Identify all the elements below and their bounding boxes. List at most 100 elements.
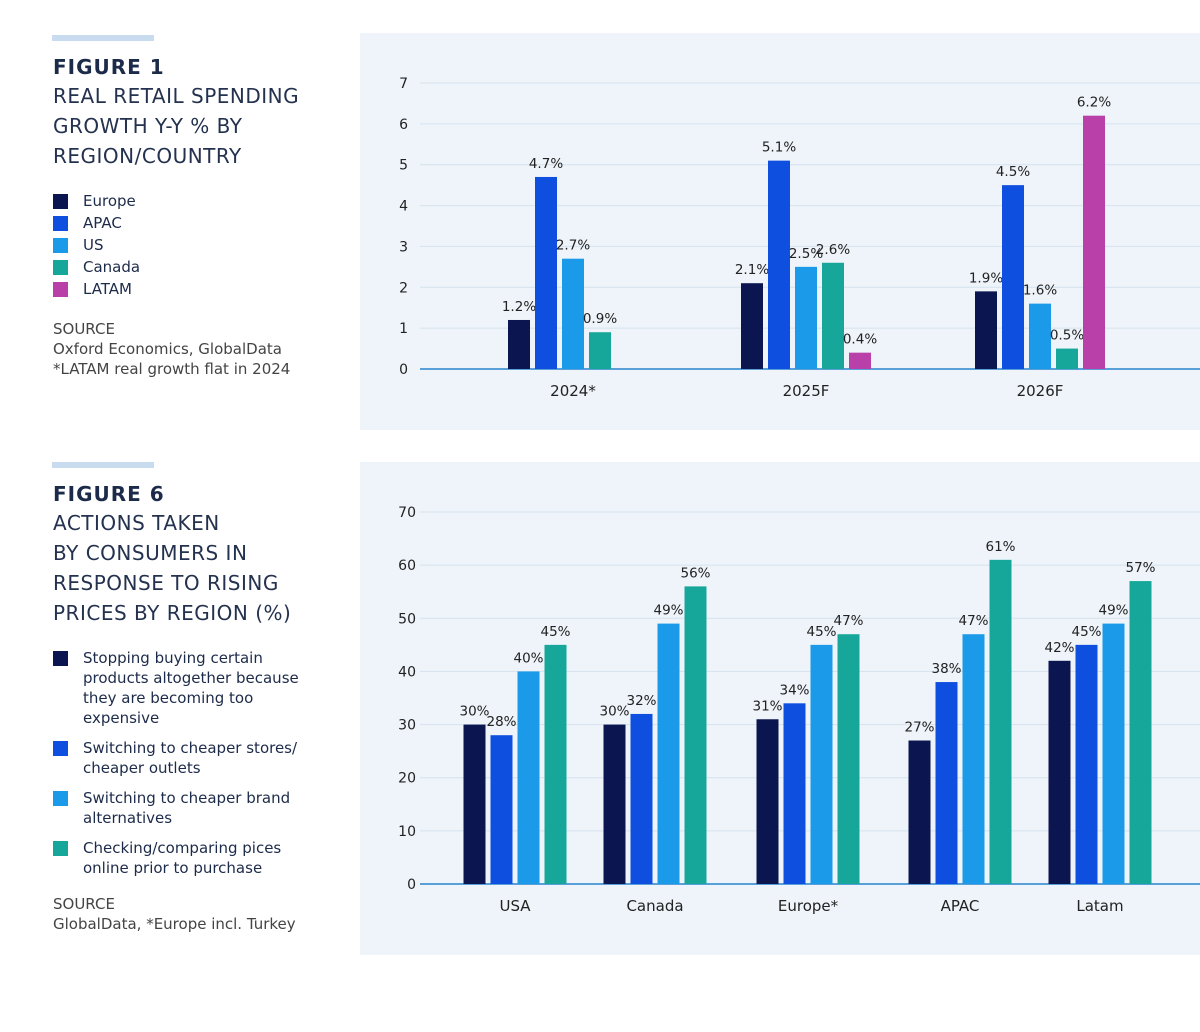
legend-label: Canada xyxy=(83,258,141,276)
bar xyxy=(1048,660,1071,884)
legend-swatch xyxy=(53,194,68,209)
source-note: *LATAM real growth flat in 2024 xyxy=(53,360,291,378)
chart-title: REAL RETAIL SPENDING GROWTH Y-Y % BY REG… xyxy=(53,84,300,168)
x-tick-label: Latam xyxy=(1076,897,1123,915)
bar xyxy=(463,724,486,884)
data-label: 47% xyxy=(833,613,863,629)
figure-1-text: FIGURE 1 REAL RETAIL SPENDING GROWTH Y-Y… xyxy=(53,55,353,379)
data-label: 2.7% xyxy=(556,238,590,254)
bar xyxy=(562,258,584,369)
bar xyxy=(544,644,567,884)
bar xyxy=(1102,623,1125,884)
legend-swatch xyxy=(53,651,68,666)
data-label: 0.9% xyxy=(583,311,617,327)
y-tick-label: 0 xyxy=(399,362,408,378)
data-label: 1.2% xyxy=(502,299,536,315)
chart-title-line: ACTIONS TAKEN xyxy=(53,511,220,535)
data-label: 45% xyxy=(1071,624,1101,640)
bar xyxy=(517,671,540,884)
legend: Europe APAC US Canada LATAM xyxy=(53,191,353,299)
y-tick-label: 10 xyxy=(398,824,416,840)
legend-label: Switching to cheaper stores/ cheaper out… xyxy=(83,739,298,777)
legend-label: Checking/comparing pices online prior to… xyxy=(83,839,282,877)
bar xyxy=(630,713,653,884)
legend: Stopping buying certain products altoget… xyxy=(53,648,323,878)
data-label: 45% xyxy=(806,624,836,640)
y-tick-label: 30 xyxy=(398,718,416,734)
data-label: 42% xyxy=(1044,640,1074,656)
bar xyxy=(1075,644,1098,884)
data-label: 2.1% xyxy=(735,262,769,278)
bar xyxy=(935,682,958,884)
data-label: 2.6% xyxy=(816,242,850,258)
bar xyxy=(1083,115,1105,369)
bar xyxy=(822,262,844,369)
legend-item: US xyxy=(53,235,353,255)
chart-1: 0 1 2 3 4 5 6 7 2024* 1.2% 4.7% 2.7% 0.9% 2025F 2.1% 5.… xyxy=(360,33,1200,430)
data-label: 0.5% xyxy=(1050,328,1084,344)
x-tick-label: 2026F xyxy=(1017,382,1064,400)
bar xyxy=(657,623,680,884)
bar xyxy=(684,586,707,884)
bar xyxy=(962,634,985,884)
x-tick-label: Europe* xyxy=(778,897,839,915)
bar xyxy=(1002,185,1024,369)
legend-label: US xyxy=(83,236,104,254)
legend-item: Canada xyxy=(53,257,353,277)
legend-item: Switching to cheaper stores/ cheaper out… xyxy=(53,738,323,778)
data-label: 1.9% xyxy=(969,270,1003,286)
data-label: 4.7% xyxy=(529,156,563,172)
bar xyxy=(490,735,513,884)
bar xyxy=(756,719,779,884)
data-label: 34% xyxy=(779,682,809,698)
y-tick-label: 40 xyxy=(398,664,416,680)
legend-swatch xyxy=(53,841,68,856)
data-label: 5.1% xyxy=(762,140,796,156)
bar xyxy=(908,740,931,884)
legend-item: Switching to cheaper brand alternatives xyxy=(53,788,323,828)
bar xyxy=(508,319,530,369)
data-label: 49% xyxy=(653,603,683,619)
y-tick-label: 0 xyxy=(407,877,416,893)
bar xyxy=(1129,581,1152,884)
legend-label: LATAM xyxy=(83,280,132,298)
source-line: Oxford Economics, GlobalData xyxy=(53,340,282,358)
data-label: 27% xyxy=(904,720,934,736)
bar xyxy=(783,703,806,884)
legend-item: Checking/comparing pices online prior to… xyxy=(53,838,323,878)
figure-6-text: FIGURE 6 ACTIONS TAKEN BY CONSUMERS IN R… xyxy=(53,482,323,934)
legend-swatch xyxy=(53,216,68,231)
accent-bar xyxy=(52,35,154,41)
source-line: GlobalData, *Europe incl. Turkey xyxy=(53,915,296,933)
data-label: 45% xyxy=(540,624,570,640)
legend-item: Europe xyxy=(53,191,353,211)
y-tick-label: 2 xyxy=(399,280,408,296)
bar xyxy=(795,266,817,369)
y-tick-label: 6 xyxy=(399,117,408,133)
data-label: 30% xyxy=(459,704,489,720)
y-tick-label: 70 xyxy=(398,505,416,521)
bar xyxy=(535,176,557,369)
y-tick-label: 4 xyxy=(399,199,408,215)
chart-title-line: RESPONSE TO RISING xyxy=(53,571,279,595)
chart-6: 010203040506070USA30%28%40%45%Canada30%3… xyxy=(360,462,1200,955)
figure-label: FIGURE 1 xyxy=(53,55,165,79)
bar xyxy=(1056,348,1078,369)
x-tick-label: APAC xyxy=(941,897,980,915)
legend-swatch xyxy=(53,791,68,806)
y-tick-label: 50 xyxy=(398,611,416,627)
data-label: 49% xyxy=(1098,603,1128,619)
data-label: 32% xyxy=(626,693,656,709)
data-label: 40% xyxy=(513,650,543,666)
chart-title-line: PRICES BY REGION (%) xyxy=(53,601,292,625)
y-tick-label: 7 xyxy=(399,76,408,92)
bar xyxy=(1029,303,1051,369)
source-label: SOURCE xyxy=(53,895,115,913)
data-label: 31% xyxy=(752,698,782,714)
data-label: 47% xyxy=(958,613,988,629)
bar xyxy=(810,644,833,884)
legend-label: Switching to cheaper brand alternatives xyxy=(83,789,291,827)
bar xyxy=(589,332,611,369)
bar xyxy=(989,559,1012,884)
data-label: 61% xyxy=(985,539,1015,555)
